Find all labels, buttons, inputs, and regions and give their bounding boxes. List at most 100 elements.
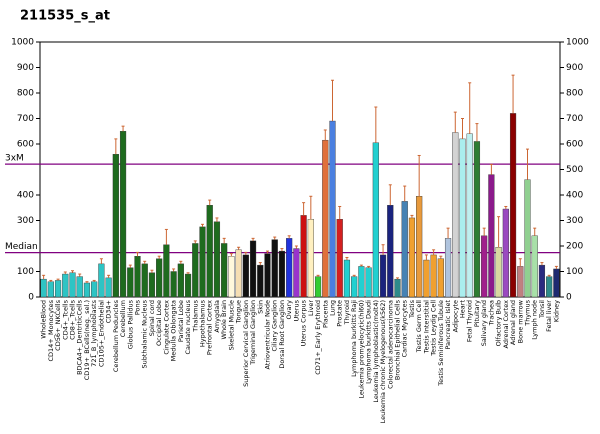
x-tick-label: Subthalamic Nucleus <box>141 299 149 368</box>
x-tick-label: Cerebellum <box>119 300 127 337</box>
x-tick-label: Medulla Oblongata <box>170 300 178 361</box>
bar <box>278 250 286 298</box>
x-tick-label: Atrioventricular Node <box>264 300 272 370</box>
x-tick-label: Bone marrow <box>516 299 524 343</box>
y2-tick-label: 500 <box>566 165 583 175</box>
bar <box>444 238 452 298</box>
bar <box>524 179 531 298</box>
x-tick-label: Adipocyte <box>451 300 459 332</box>
bar <box>546 276 553 298</box>
bar <box>343 259 351 298</box>
x-tick-label: Lymphoma burkitts Daudi <box>365 300 373 384</box>
y2-tick-label: 1000 <box>566 38 589 48</box>
bar <box>163 244 170 298</box>
bar <box>365 267 372 298</box>
y-tick-label: 100 <box>17 267 34 277</box>
bar <box>437 258 444 298</box>
x-tick-label: Fetal Thyroid <box>466 300 474 342</box>
x-tick-label: CD8+_Tcells <box>69 299 77 339</box>
bar <box>105 277 112 298</box>
x-tick-label: Leukemia lymphoblastic(molt4) <box>372 300 380 403</box>
bar <box>134 256 141 298</box>
bar <box>517 266 524 298</box>
bar <box>242 254 249 298</box>
x-tick-label: Cingulate Cortex <box>162 300 170 355</box>
bar <box>293 248 300 298</box>
bar <box>192 243 199 298</box>
bar <box>495 247 502 298</box>
bar <box>177 263 184 298</box>
bar <box>228 256 235 298</box>
bar <box>307 219 314 298</box>
y2-tick-label: 200 <box>566 242 583 252</box>
bar <box>387 204 394 298</box>
x-tick-label: Thymus <box>524 299 532 326</box>
x-tick-label: Thyroid <box>343 300 351 325</box>
x-tick-label: Superior Cervical Ganglion <box>242 300 250 387</box>
bar <box>127 267 134 298</box>
y-tick-label: 1000 <box>11 38 34 48</box>
x-tick-label: Salivary gland <box>480 300 488 346</box>
bar <box>538 264 546 298</box>
y2-tick-label: 0 <box>566 293 572 303</box>
y-tick-label: 300 <box>17 216 34 226</box>
x-tick-label: Dorsal Root Ganglion <box>278 300 286 369</box>
bar <box>271 239 278 298</box>
y2-tick-label: 800 <box>566 89 583 99</box>
y2-tick-label: 400 <box>566 191 583 201</box>
bar <box>76 276 83 298</box>
x-tick-label: CD19+_BCells(neg._sel.) <box>83 300 91 380</box>
bar <box>502 208 509 298</box>
x-tick-label: Lung <box>329 300 337 316</box>
x-tick-label: Lymphoma burkitts Raji <box>350 300 358 377</box>
bar <box>156 258 163 298</box>
x-tick-label: Testis Seminiferous Tubule <box>437 300 445 387</box>
x-tick-label: CD105+_Endothelial <box>97 300 105 367</box>
x-tick-label: Amygdala <box>213 300 221 333</box>
x-tick-label: Adrenal Cortex <box>502 300 510 349</box>
bar <box>91 281 98 298</box>
x-tick-label: Parietal Lobe <box>177 300 185 342</box>
x-tick-label: Tonsil <box>538 300 546 319</box>
bar <box>221 243 228 298</box>
bar <box>257 264 264 298</box>
x-tick-label: Skin <box>256 300 264 314</box>
bar <box>430 254 437 298</box>
x-tick-label: Testis Leydig Cell <box>430 300 438 357</box>
bar <box>351 276 358 298</box>
x-tick-label: Trigeminal Ganglion <box>249 300 257 366</box>
x-tick-label: Kidney <box>552 300 560 322</box>
bar <box>408 217 416 298</box>
x-tick-label: Testis Interstitial <box>422 300 430 354</box>
bar <box>119 131 127 298</box>
bar <box>459 138 466 298</box>
y-tick-label: 700 <box>17 114 34 124</box>
y2-tick-label: 600 <box>566 140 583 150</box>
bar <box>141 263 148 298</box>
x-tick-label: Heart <box>459 300 467 319</box>
x-tick-label: Ciliary Ganglion <box>271 300 279 352</box>
bar <box>509 113 517 298</box>
bar <box>416 196 423 298</box>
bar <box>531 235 538 298</box>
x-tick-label: Placenta <box>321 300 329 328</box>
x-tick-label: Olfactory Bulb <box>495 300 503 346</box>
x-tick-label: Hypothalamus <box>199 299 207 347</box>
bar <box>553 268 560 298</box>
bar <box>69 272 76 298</box>
bar <box>235 249 242 298</box>
y-tick-label: 400 <box>17 191 34 201</box>
reference-label: 3xM <box>5 154 24 164</box>
x-tick-label: Spinal cord <box>148 300 156 336</box>
x-tick-label: 721_B_lymphoblasts <box>90 299 98 366</box>
x-tick-label: Pons <box>134 299 142 315</box>
bar <box>62 273 69 298</box>
x-tick-label: CD4+_Tcells <box>61 299 69 339</box>
x-tick-label: Adrenal gland <box>509 300 517 345</box>
bar <box>329 120 336 298</box>
bar <box>98 263 105 298</box>
x-tick-label: Cardiac Myocytes <box>401 299 409 357</box>
x-tick-label: Uterus <box>292 299 300 321</box>
bar <box>336 219 343 298</box>
